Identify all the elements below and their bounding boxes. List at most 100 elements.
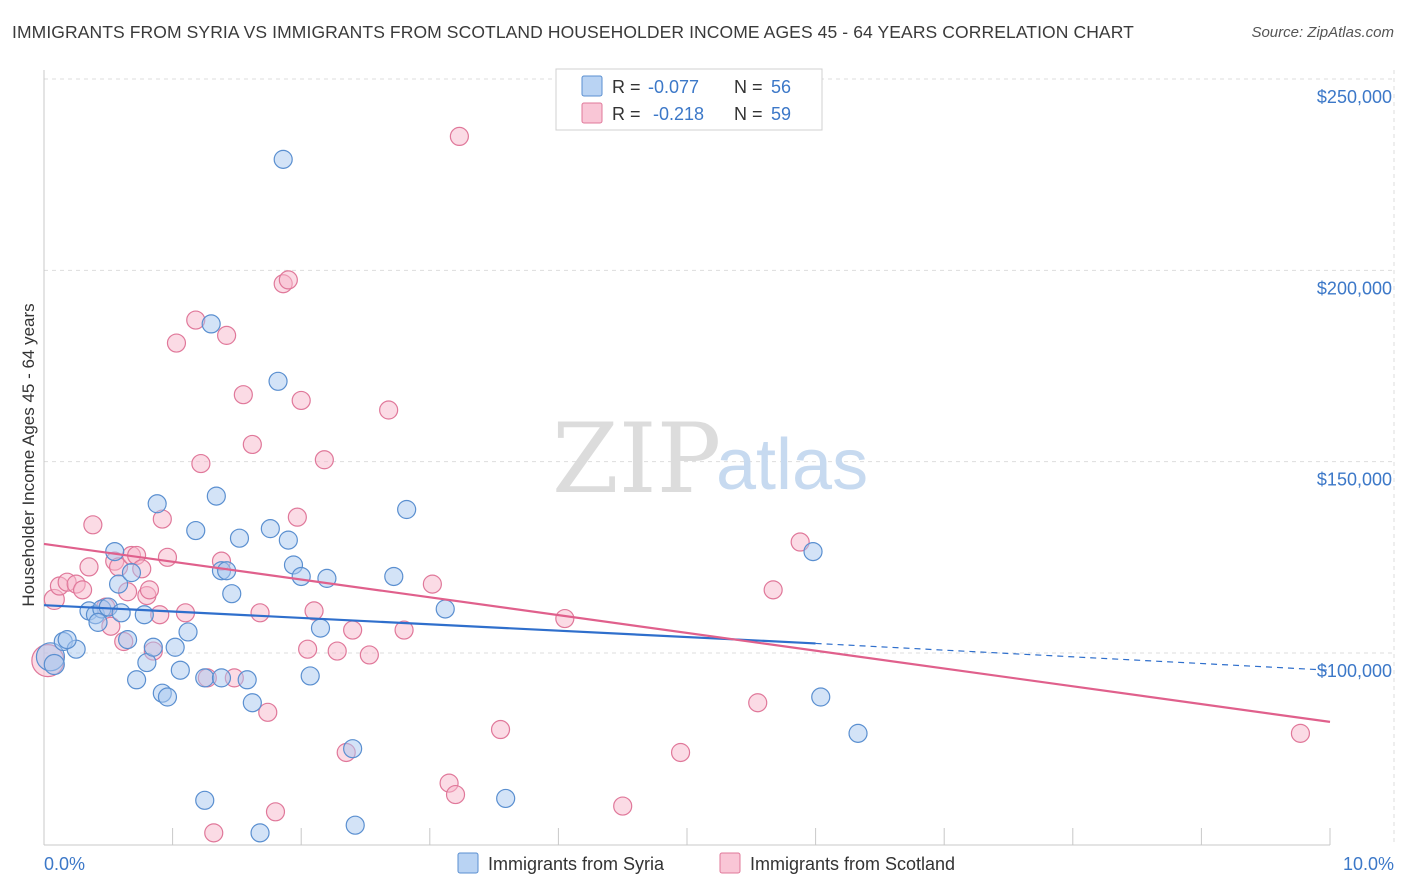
y-tick-label: $200,000: [1317, 278, 1392, 298]
legend-n-value-scotland: 59: [771, 104, 791, 124]
syria-trend-extension: [815, 642, 1331, 671]
scotland-point: [670, 742, 691, 763]
series-legend: Immigrants from Syria Immigrants from Sc…: [457, 852, 955, 874]
y-tick-label: $150,000: [1317, 470, 1392, 490]
y-tick-label: $250,000: [1317, 87, 1392, 107]
scotland-point: [613, 796, 633, 816]
syria-point: [178, 622, 198, 642]
scotland-point: [304, 601, 324, 621]
scotland-point: [250, 603, 270, 623]
syria-point: [143, 637, 163, 657]
scotland-point: [79, 557, 99, 577]
scotland-point: [204, 823, 224, 843]
syria-point: [195, 668, 215, 688]
scotland-point: [327, 641, 347, 661]
legend-r-label-syria: R =: [612, 77, 641, 97]
scotland-point: [258, 702, 278, 722]
trend-lines: [43, 542, 1331, 723]
legend-r-value-syria: -0.077: [648, 77, 699, 97]
scotland-point: [83, 515, 103, 535]
syria-point: [134, 605, 154, 625]
syria-point: [435, 599, 455, 619]
x-tick-label: 0.0%: [44, 854, 85, 874]
axes: [43, 70, 1331, 846]
syria-point: [345, 815, 365, 835]
scotland-point: [790, 532, 810, 552]
scotland-point: [445, 784, 466, 805]
syria-point: [237, 670, 257, 690]
syria-point: [165, 637, 185, 657]
scotland-point: [291, 390, 311, 411]
legend-n-label-scotland: N =: [734, 104, 763, 124]
scotland-point: [287, 507, 307, 527]
scotland-point: [233, 385, 253, 405]
syria-point: [186, 520, 206, 541]
scotland-point: [191, 453, 211, 474]
syria-point: [201, 314, 221, 334]
scotland-point: [555, 608, 575, 629]
legend-swatch-syria: [581, 75, 603, 97]
syria-point: [229, 528, 250, 548]
x-tick-label: 10.0%: [1343, 854, 1394, 874]
bottom-legend-swatch-syria: [457, 852, 479, 874]
syria-point: [126, 670, 147, 690]
legend-swatch-scotland: [581, 102, 603, 124]
scotland-point: [298, 639, 318, 659]
scotland-point: [748, 693, 768, 713]
syria-point: [121, 563, 142, 583]
zipatlas-watermark: ZIP atlas: [552, 403, 868, 515]
scotland-point: [217, 325, 237, 345]
y-axis-label: Householder Income Ages 45 - 64 years: [19, 303, 38, 606]
chart-source: Source: ZipAtlas.com: [1251, 24, 1394, 41]
syria-point: [211, 668, 232, 688]
scotland-point: [449, 126, 469, 146]
syria-point: [157, 687, 178, 707]
scotland-point: [1290, 723, 1311, 743]
legend-r-value-scotland: -0.218: [653, 104, 704, 124]
scotland-points: [31, 126, 1311, 843]
syria-point: [222, 584, 242, 604]
bottom-legend-swatch-scotland: [719, 852, 741, 874]
y-tick-label: $100,000: [1317, 661, 1392, 681]
syria-point: [195, 790, 215, 810]
correlation-legend: R = -0.077 N = 56 R = -0.218 N = 59: [555, 68, 823, 131]
syria-point: [111, 603, 131, 623]
syria-point: [260, 519, 280, 539]
syria-point: [300, 666, 320, 686]
syria-point: [384, 566, 404, 587]
syria-point: [170, 660, 190, 680]
syria-points: [35, 149, 868, 843]
legend-n-value-syria: 56: [771, 77, 791, 97]
syria-point: [57, 630, 77, 650]
scotland-trend-line: [43, 542, 1331, 723]
syria-point: [273, 149, 293, 169]
scotland-point: [422, 574, 442, 594]
legend-n-label-syria: N =: [734, 77, 763, 97]
scotland-point: [278, 270, 298, 290]
syria-point: [268, 371, 288, 391]
watermark-zip: ZIP: [552, 403, 721, 515]
scotland-point: [72, 580, 93, 600]
scotland-point: [359, 645, 379, 665]
scotland-point: [242, 434, 262, 455]
syria-point: [496, 788, 516, 809]
syria-point: [242, 693, 262, 713]
scotland-point: [379, 400, 399, 420]
syria-point: [343, 739, 363, 759]
syria-point: [105, 541, 125, 562]
syria-trend-line: [43, 604, 816, 645]
scotland-point: [343, 620, 363, 640]
syria-point: [108, 574, 129, 594]
syria-point: [397, 499, 417, 520]
bottom-legend-label-scotland: Immigrants from Scotland: [750, 854, 955, 874]
syria-point: [117, 630, 138, 650]
syria-point: [43, 653, 65, 676]
scotland-point: [394, 620, 414, 640]
scotland-point: [157, 547, 178, 567]
syria-point: [206, 486, 226, 506]
chart-title: IMMIGRANTS FROM SYRIA VS IMMIGRANTS FROM…: [12, 22, 1134, 42]
syria-point: [848, 723, 868, 743]
scotland-point: [763, 580, 783, 600]
scotland-point: [265, 802, 286, 822]
